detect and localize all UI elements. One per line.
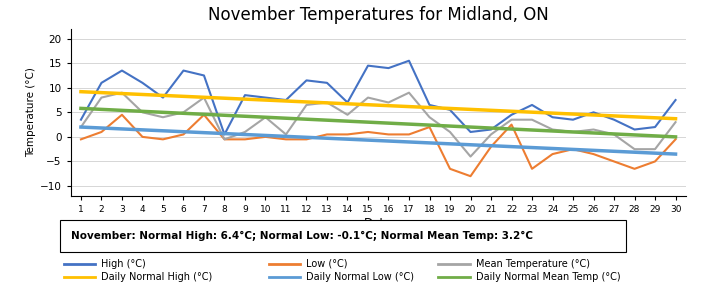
Text: November: Normal High: 6.4°C; Normal Low: -0.1°C; Normal Mean Temp: 3.2°C: November: Normal High: 6.4°C; Normal Low… [71, 231, 532, 241]
X-axis label: Date: Date [364, 217, 392, 230]
Text: Daily Normal High (°C): Daily Normal High (°C) [101, 272, 212, 282]
Text: Daily Normal Low (°C): Daily Normal Low (°C) [306, 272, 414, 282]
Title: November Temperatures for Midland, ON: November Temperatures for Midland, ON [208, 6, 549, 24]
Text: Low (°C): Low (°C) [306, 259, 348, 268]
Y-axis label: Temperature (°C): Temperature (°C) [25, 67, 35, 157]
Text: Daily Normal Mean Temp (°C): Daily Normal Mean Temp (°C) [476, 272, 621, 282]
Text: Mean Temperature (°C): Mean Temperature (°C) [476, 259, 590, 268]
FancyBboxPatch shape [60, 220, 626, 252]
Text: High (°C): High (°C) [101, 259, 146, 268]
